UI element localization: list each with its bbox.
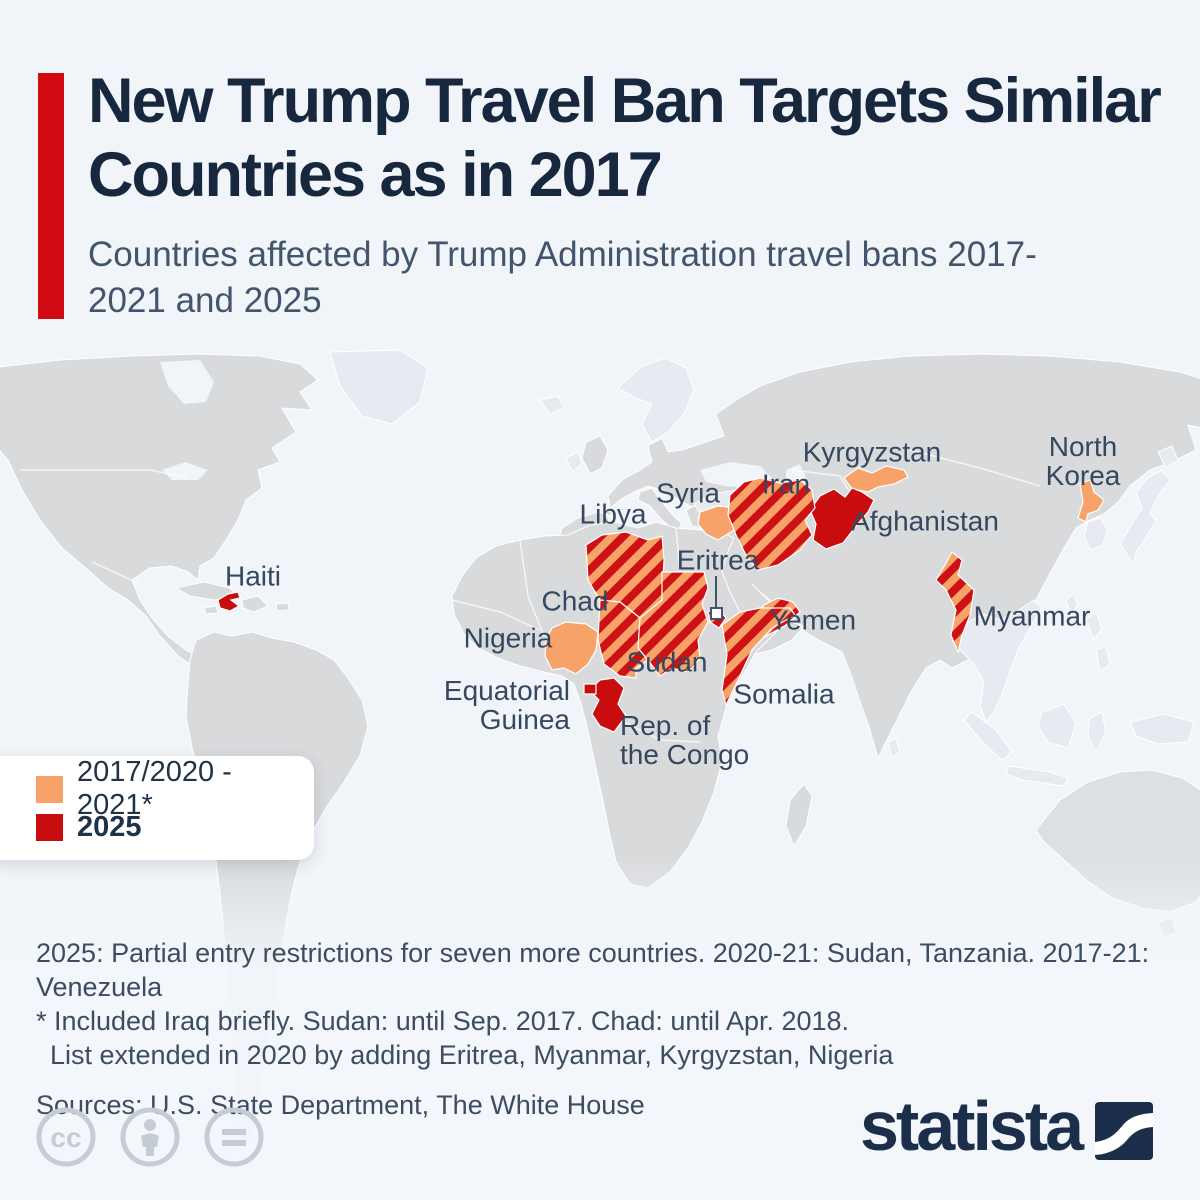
hudson-bay: [160, 360, 214, 404]
page-title: New Trump Travel Ban Targets Similar Cou…: [88, 66, 1162, 210]
south-korea: [1083, 517, 1109, 551]
country-kyrgyzstan: [843, 465, 909, 493]
indochina: [951, 599, 1043, 723]
cc-icon: cc: [36, 1107, 96, 1167]
footnote-line-1: 2025: Partial entry restrictions for sev…: [36, 938, 1150, 1002]
philippines: [1085, 611, 1103, 642]
page-subtitle: Countries affected by Trump Administrati…: [88, 235, 1037, 320]
attribution-icon: [120, 1107, 180, 1167]
sulawesi: [1087, 711, 1107, 754]
country-myanmar: [935, 551, 975, 654]
dominican-republic: [241, 595, 269, 613]
footnote-line-2: * Included Iraq briefly. Sudan: until Se…: [36, 1006, 850, 1036]
country-north-korea: [1077, 479, 1105, 523]
country-sudan: [637, 571, 709, 677]
statista-logo: statista: [860, 1087, 1154, 1165]
countries-ban-2025: [217, 487, 875, 733]
country-rep-of-the-congo: [588, 677, 627, 733]
ireland: [565, 451, 583, 473]
eritrea-marker: [710, 607, 723, 620]
java: [1005, 765, 1069, 787]
countries-ban-both: [585, 477, 975, 707]
north-america: [0, 353, 319, 689]
legend-swatch-2025: [36, 813, 63, 841]
legend-card: 2017/2020 - 2021* 2025: [0, 756, 314, 860]
country-afghanistan: [809, 487, 875, 550]
map-fade-overlay: [0, 856, 1200, 1200]
equal-icon: [204, 1107, 264, 1167]
country-somalia: [721, 607, 796, 707]
iceland: [539, 395, 565, 415]
country-haiti: [217, 591, 241, 612]
legend-label-2025: 2025: [77, 810, 142, 843]
title-accent-bar: [38, 73, 64, 319]
new-guinea: [1129, 713, 1195, 745]
statista-logo-mark: [1095, 1102, 1154, 1160]
country-chad: [597, 599, 649, 679]
legend-item-2025: 2025: [36, 808, 314, 846]
sri-lanka: [887, 737, 901, 759]
legend-label-2017: 2017/2020 - 2021*: [77, 756, 232, 821]
madagascar: [785, 783, 813, 848]
country-equatorial-guinea: [583, 683, 597, 695]
united-kingdom: [581, 435, 609, 475]
legend-swatch-2017: [36, 775, 63, 803]
taiwan: [1065, 593, 1079, 615]
greenland: [329, 349, 429, 425]
scandinavia: [617, 357, 695, 443]
japan: [1119, 469, 1171, 566]
svg-text:cc: cc: [50, 1122, 81, 1153]
puerto-rico: [275, 602, 290, 612]
hokkaido: [1157, 445, 1179, 469]
country-nigeria: [544, 621, 599, 675]
statista-logo-text: statista: [860, 1087, 1084, 1165]
country-iran: [727, 477, 816, 571]
footnote-line-3: List extended in 2020 by adding Eritrea,…: [50, 1040, 894, 1070]
license-icons: cc: [35, 1106, 265, 1168]
footnotes: 2025: Partial entry restrictions for sev…: [36, 936, 1186, 1122]
sumatra: [963, 711, 1013, 761]
eritrea-leader-line: [715, 576, 717, 608]
jamaica: [203, 605, 219, 615]
philippines-south: [1095, 645, 1111, 673]
legend-item-2017: 2017/2020 - 2021*: [36, 756, 314, 821]
borneo: [1037, 703, 1077, 749]
